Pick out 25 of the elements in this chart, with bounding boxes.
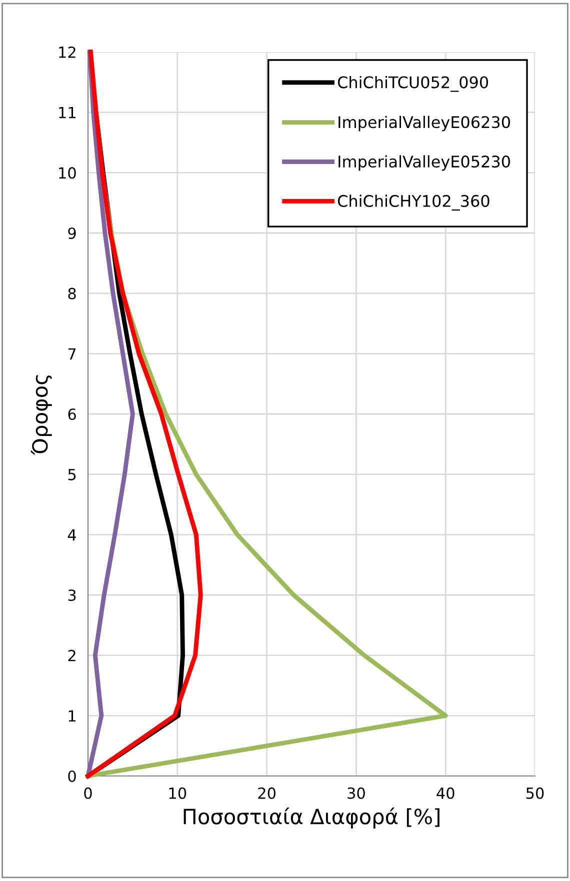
- x-tick-label: 10: [169, 787, 186, 799]
- x-tick-label: 40: [436, 787, 454, 799]
- y-tick-label: 8: [68, 288, 76, 300]
- x-tick-label: 0: [84, 787, 92, 799]
- y-tick-label: 2: [68, 650, 76, 662]
- x-tick-label: 50: [526, 787, 544, 799]
- x-tick-label: 20: [258, 787, 276, 799]
- y-tick-label: 9: [68, 227, 76, 240]
- x-tick-label: 30: [348, 787, 365, 799]
- legend-label: ImperialValleyE05230: [338, 155, 510, 171]
- legend-label: ChiChiTCU052_090: [338, 76, 488, 92]
- y-tick-label: 0: [68, 770, 76, 782]
- y-axis-title: Όροφος: [30, 375, 52, 455]
- y-tick-label: 5: [68, 469, 76, 480]
- y-tick-label: 10: [59, 167, 76, 179]
- legend-label: ImperialValleyE06230: [338, 116, 510, 132]
- y-tick-label: 3: [68, 589, 76, 602]
- x-axis-title: Ποσοστιαία Διαφορά [%]: [184, 807, 440, 828]
- y-tick-label: 4: [68, 529, 76, 540]
- y-tick-label: 11: [59, 107, 76, 118]
- y-tick-label: 6: [68, 408, 76, 420]
- y-tick-label: 1: [68, 710, 76, 722]
- legend-label: ChiChiCHY102_360: [338, 194, 490, 211]
- y-tick-label: 12: [59, 46, 76, 58]
- y-tick-label: 7: [68, 348, 76, 360]
